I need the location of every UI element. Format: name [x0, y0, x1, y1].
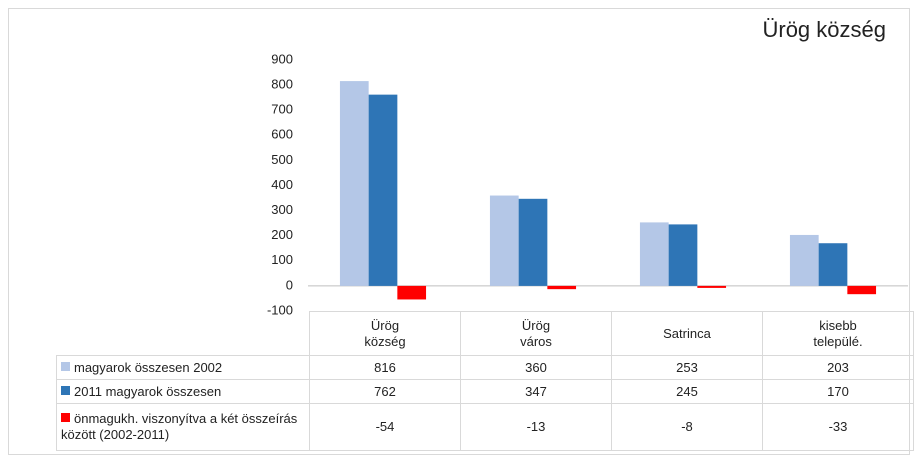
y-tick-label: 600 [271, 127, 293, 142]
legend-label: 2011 magyarok összesen [74, 383, 222, 399]
value-cell: 762 [309, 379, 461, 404]
legend-entry: 2011 magyarok összesen [56, 379, 310, 404]
table-row: 2011 magyarok összesen 762 347 245 170 [56, 379, 914, 404]
y-tick-label: 500 [271, 152, 293, 167]
y-tick-label: 300 [271, 202, 293, 217]
legend-label: magyarok összesen 2002 [74, 359, 223, 375]
value-cell: 816 [309, 355, 461, 380]
x-tick-label: Satrinca [611, 311, 763, 356]
legend-label: önmagukh. viszonyítva a két összeírás kö… [61, 411, 298, 442]
x-tick-label: Ürög község [309, 311, 461, 356]
value-cell: 360 [460, 355, 612, 380]
y-tick-label: 100 [271, 252, 293, 267]
value-cell: -33 [762, 403, 914, 451]
bar [339, 81, 369, 286]
y-tick-label: 0 [286, 277, 293, 292]
bar [789, 234, 819, 286]
x-tick-label: kisebb települé. [762, 311, 914, 356]
bar [547, 285, 577, 290]
y-tick-label: 200 [271, 227, 293, 242]
value-cell: -13 [460, 403, 612, 451]
chart-border [8, 8, 910, 455]
bar [847, 285, 877, 295]
chart-title: Ürög község [762, 17, 886, 42]
table-corner [56, 311, 310, 356]
data-table: Ürög község Ürög város Satrinca kisebb tele… [56, 311, 914, 451]
value-cell: -54 [309, 403, 461, 451]
legend-entry: magyarok összesen 2002 [56, 355, 310, 380]
value-cell: 203 [762, 355, 914, 380]
value-cell: 170 [762, 379, 914, 404]
table-header-row: Ürög község Ürög város Satrinca kisebb tele… [56, 311, 914, 356]
legend-swatch [61, 385, 70, 395]
table-row: magyarok összesen 2002 816 360 253 203 [56, 355, 914, 380]
value-cell: 253 [611, 355, 763, 380]
y-tick-label: 400 [271, 177, 293, 192]
table-row: önmagukh. viszonyítva a két összeírás kö… [56, 403, 914, 451]
legend-swatch [61, 413, 70, 422]
bar [639, 222, 669, 286]
bar [518, 198, 548, 286]
x-tick-label: Ürög város [460, 311, 612, 356]
legend-swatch [61, 361, 70, 371]
bar [368, 94, 398, 286]
value-cell: -8 [611, 403, 763, 451]
bar [818, 243, 848, 286]
value-cell: 347 [460, 379, 612, 404]
value-cell: 245 [611, 379, 763, 404]
y-tick-label: 900 [271, 51, 293, 66]
y-tick-label: 700 [271, 102, 293, 117]
bar [397, 285, 427, 300]
bar [668, 224, 698, 286]
legend-entry: önmagukh. viszonyítva a két összeírás kö… [56, 403, 310, 451]
bar [697, 285, 727, 288]
bar [489, 195, 519, 286]
y-tick-label: 800 [271, 77, 293, 92]
